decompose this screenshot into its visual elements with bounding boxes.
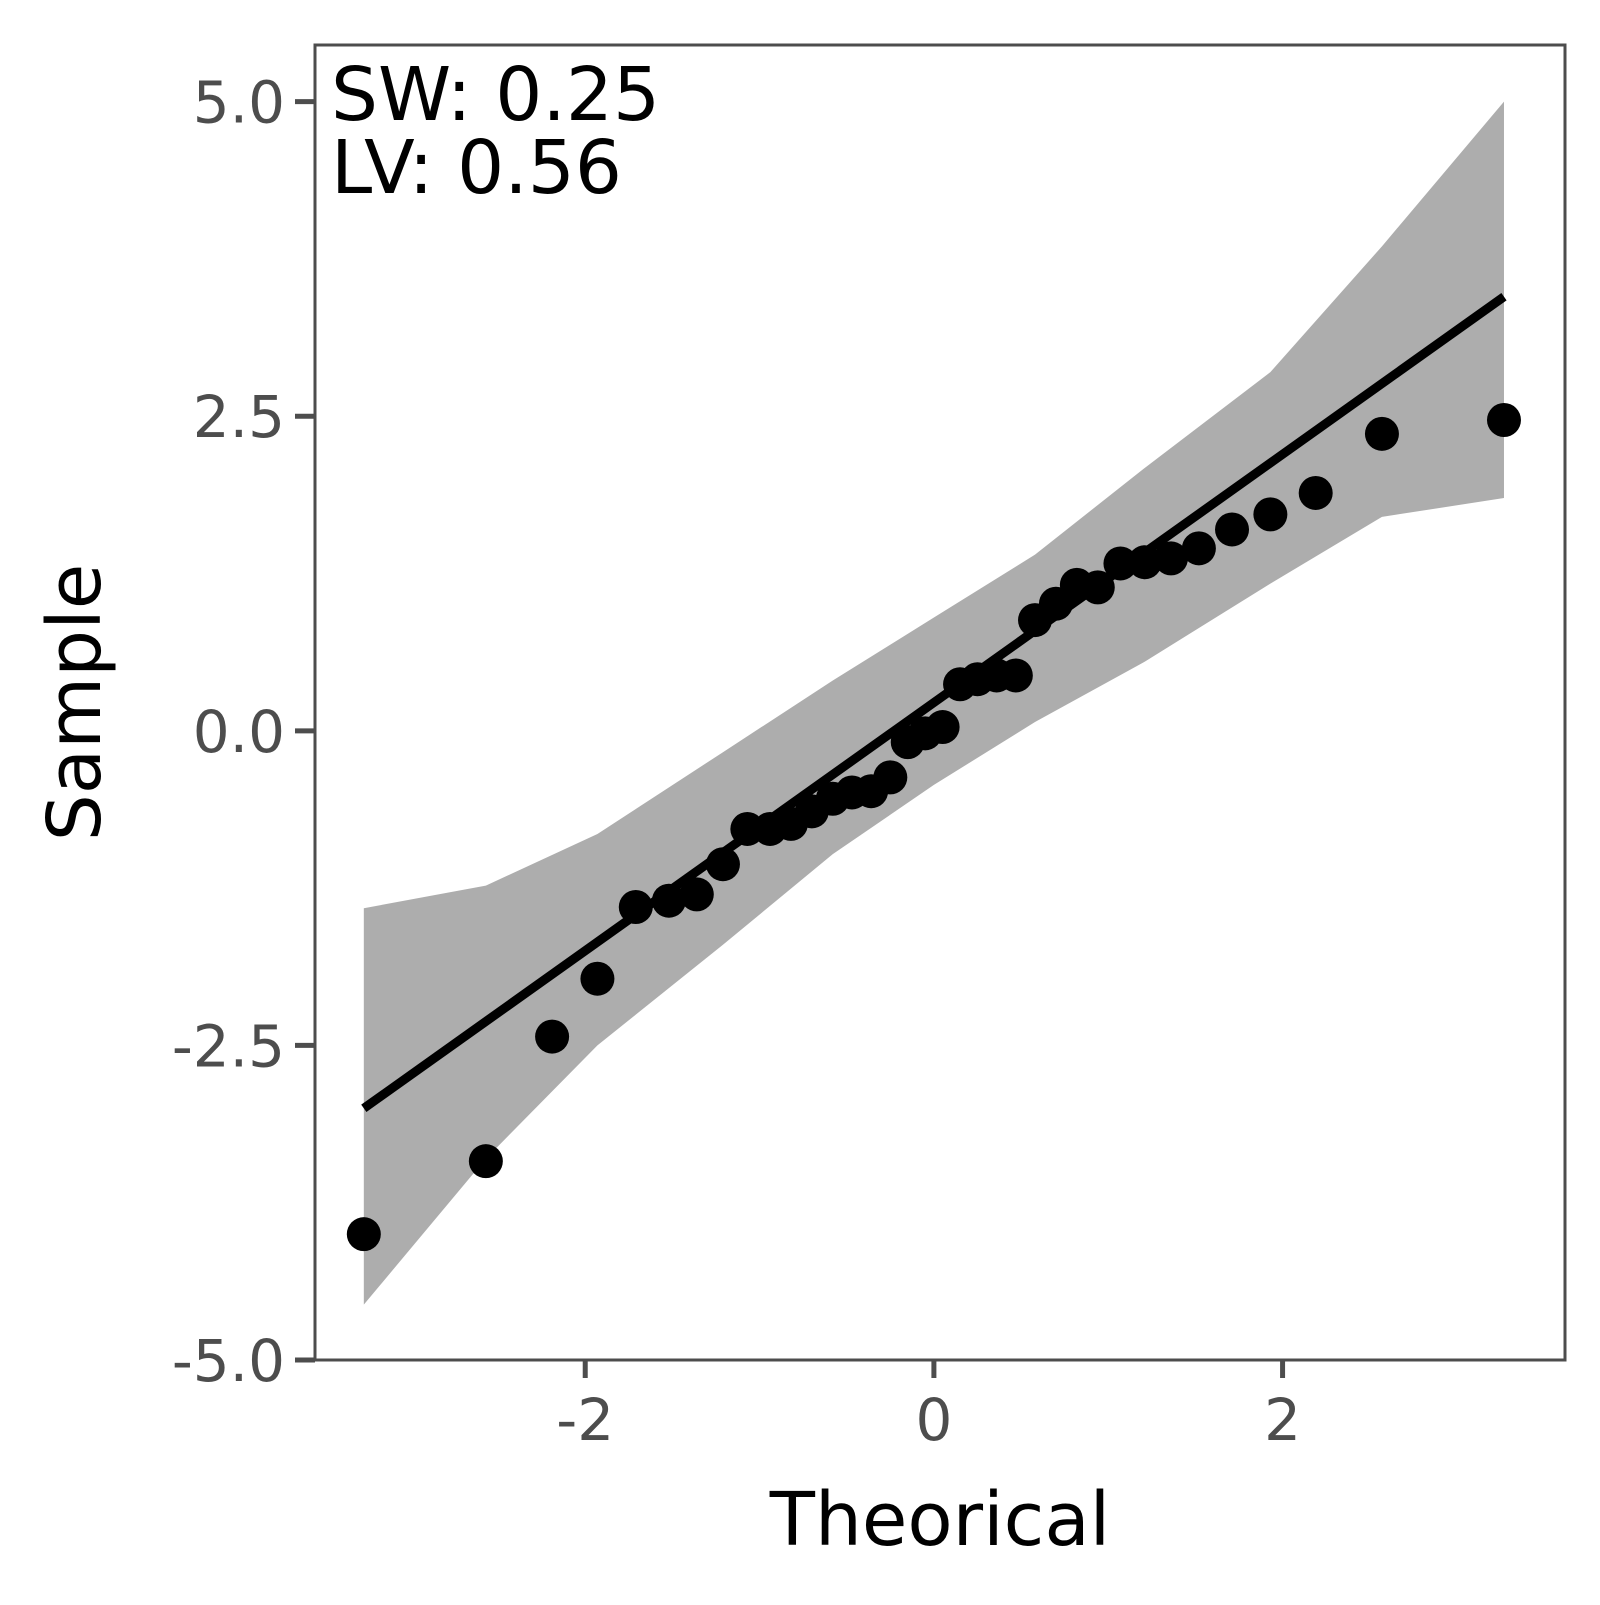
x-tick-label: 0 [915,1386,952,1454]
data-point [346,1217,381,1252]
data-point [618,889,653,924]
data-point [873,760,908,795]
x-axis-ticks: -2 0 2 [556,1360,1301,1454]
x-tick-label: 2 [1264,1386,1301,1454]
data-point [925,710,960,745]
data-point [1103,546,1138,581]
y-tick-label: 0.0 [193,698,285,766]
y-axis-title: Sample [32,564,118,841]
fit-line [361,293,1507,1112]
y-axis-ticks: -5.0 -2.5 0.0 2.5 5.0 [172,69,315,1395]
data-point [1364,416,1399,451]
data-point [1253,497,1288,532]
panel-border [313,43,1567,1362]
data-point [535,1019,570,1054]
data-point [468,1144,503,1179]
y-tick-label: -5.0 [172,1327,285,1395]
x-axis-title: Theorical [769,1477,1110,1563]
data-point [679,877,714,912]
data-point [1153,541,1188,576]
levene-annotation: LV: 0.56 [331,125,622,211]
points-layer [346,402,1521,1252]
data-point [651,883,686,918]
shapiro-wilk-annotation: SW: 0.25 [331,52,660,138]
data-point [1298,475,1333,510]
data-point [705,847,740,882]
y-tick-label: -2.5 [172,1012,285,1080]
data-point [1080,570,1115,605]
fit-line-layer [361,293,1507,1112]
y-tick-label: 5.0 [193,69,285,137]
data-point [1127,545,1162,580]
data-point [1215,512,1250,547]
x-tick-label: -2 [556,1386,614,1454]
data-point [1486,402,1521,437]
data-point [1181,531,1216,566]
data-point [580,961,615,996]
y-tick-label: 2.5 [193,383,285,451]
data-point [998,658,1033,693]
